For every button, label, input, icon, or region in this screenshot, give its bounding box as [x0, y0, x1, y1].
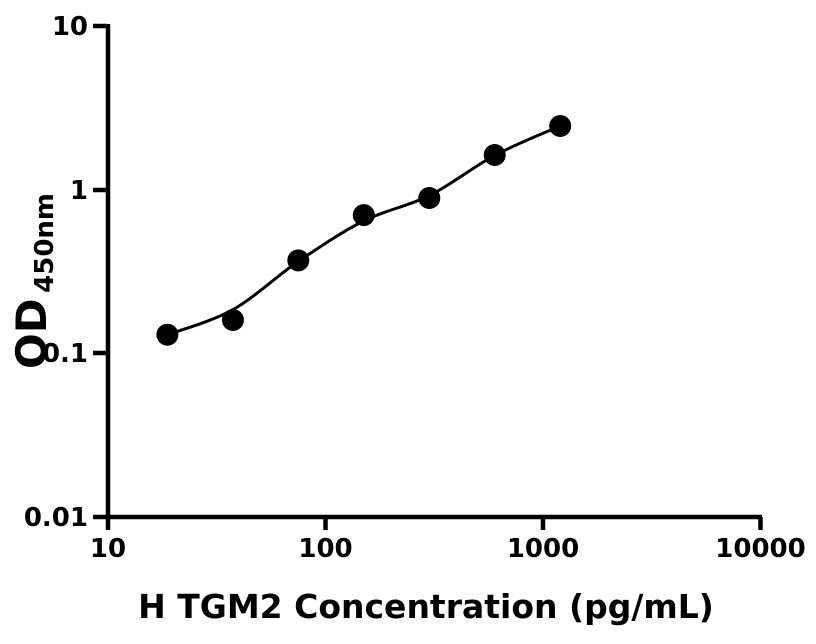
x-tick-label-100: 100 [298, 534, 352, 564]
x-axis-title: H TGM2 Concentration (pg/mL) [138, 587, 714, 626]
data-points [156, 115, 572, 346]
data-point [221, 309, 244, 331]
y-tick-label-0-1: 0.1 [42, 339, 88, 369]
data-point [483, 144, 506, 166]
data-point [352, 204, 375, 227]
y-axis-title-subscript: 450nm [30, 193, 60, 293]
y-tick-label-1: 1 [70, 176, 88, 206]
y-tick-label-10: 10 [52, 12, 88, 42]
x-tick-marks [105, 517, 763, 530]
y-tick-label-0-01: 0.01 [24, 503, 88, 533]
x-tick-label-10: 10 [90, 534, 126, 564]
data-point [156, 323, 179, 346]
data-point [287, 249, 310, 272]
data-point [549, 115, 572, 137]
x-tick-label-1000: 1000 [507, 534, 579, 564]
y-axis-title-main: OD [7, 298, 56, 369]
y-axis-title: OD 450nm [7, 193, 60, 369]
data-point [418, 187, 441, 209]
y-tick-marks [93, 23, 107, 520]
x-tick-label-10000: 10000 [715, 534, 805, 564]
